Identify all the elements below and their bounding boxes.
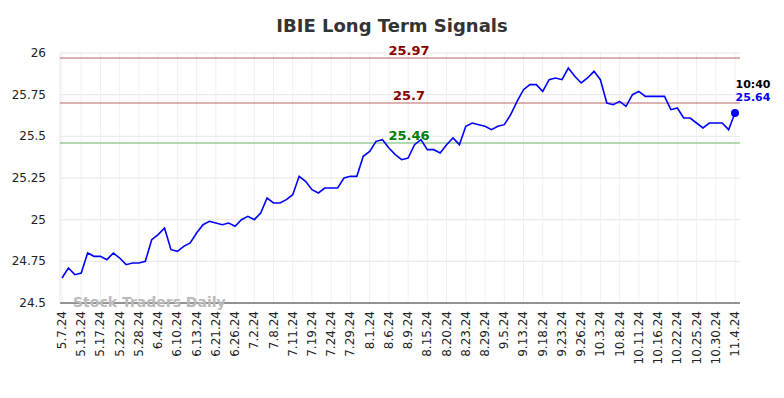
grid-line	[81, 51, 82, 303]
x-tick-label: 6.26.24	[228, 311, 242, 357]
grid-line	[292, 51, 293, 303]
grid-line	[388, 51, 389, 303]
x-tick-label: 7.8.24	[267, 311, 281, 349]
grid-line	[138, 51, 139, 303]
grid-line	[273, 51, 274, 303]
grid-line	[235, 51, 236, 303]
y-tick-label: 24.75	[12, 254, 46, 268]
x-tick-label: 6.4.24	[151, 311, 165, 349]
x-tick-label: 8.6.24	[382, 311, 396, 349]
grid-line	[60, 178, 740, 179]
grid-line	[158, 51, 159, 303]
reference-label: 25.97	[388, 43, 429, 58]
x-tick-label: 6.13.24	[190, 311, 204, 357]
x-tick-label: 9.23.24	[555, 311, 569, 357]
grid-line	[581, 51, 582, 303]
x-tick-label: 5.7.24	[55, 311, 69, 349]
x-tick-label: 10.22.24	[670, 311, 684, 364]
last-value: 25.64	[736, 91, 771, 104]
last-point	[731, 109, 739, 117]
chart: IBIE Long Term Signals 24.5 24.75 25 25.25 25…	[0, 0, 784, 398]
x-tick-label: 9.5.24	[497, 311, 511, 349]
x-tick-label: 9.13.24	[516, 311, 530, 357]
x-tick-label: 7.11.24	[286, 311, 300, 357]
grid-line	[369, 51, 370, 303]
grid-line	[485, 51, 486, 303]
y-tick-label: 24.5	[19, 296, 46, 310]
x-tick-label: 9.18.24	[536, 311, 550, 357]
grid-line	[446, 51, 447, 303]
x-tick-label: 10.25.24	[690, 311, 704, 364]
x-tick-label: 8.29.24	[478, 311, 492, 357]
x-tick-label: 7.2.24	[247, 311, 261, 349]
grid-line	[542, 51, 543, 303]
y-tick-label: 25.75	[12, 88, 46, 102]
x-tick-label: 7.29.24	[343, 311, 357, 357]
grid-line	[619, 51, 620, 303]
x-tick-label: 10.8.24	[613, 311, 627, 357]
grid-line	[600, 51, 601, 303]
grid-line	[331, 51, 332, 303]
x-tick-label: 6.10.24	[170, 311, 184, 357]
x-tick-label: 5.13.24	[74, 311, 88, 357]
x-tick-label: 7.19.24	[305, 311, 319, 357]
x-tick-label: 8.15.24	[420, 311, 434, 357]
x-tick-label: 5.17.24	[93, 311, 107, 357]
grid-line	[177, 51, 178, 303]
x-tick-label: 5.28.24	[132, 311, 146, 357]
x-tick-label: 10.30.24	[709, 311, 723, 364]
background	[0, 0, 784, 398]
grid-line	[677, 51, 678, 303]
grid-line	[427, 51, 428, 303]
plot-area	[60, 58, 740, 278]
x-tick-label: 8.23.24	[459, 311, 473, 357]
x-tick-label: 10.11.24	[632, 311, 646, 364]
x-tick-label: 6.21.24	[209, 311, 223, 357]
x-tick-label: 7.24.24	[324, 311, 338, 357]
y-tick-label: 25	[31, 213, 46, 227]
grid-line	[196, 51, 197, 303]
x-tick-label: 10.3.24	[593, 311, 607, 357]
grid-line	[215, 51, 216, 303]
price-line	[62, 68, 735, 278]
x-tick-label: 8.9.24	[401, 311, 415, 349]
grid-line	[62, 51, 63, 303]
x-tick-label: 8.20.24	[440, 311, 454, 357]
grid-line	[254, 51, 255, 303]
watermark: Stock Traders Daily	[73, 294, 226, 310]
time-label: 10:40	[735, 78, 770, 91]
x-tick-label: 9.26.24	[574, 311, 588, 357]
x-tick-label: 10.16.24	[651, 311, 665, 364]
x-tick-label: 11.4.24	[728, 311, 742, 357]
y-tick-label: 26	[31, 46, 46, 60]
x-tick-label: 5.22.24	[113, 311, 127, 357]
grid-line	[715, 51, 716, 303]
grid-line	[658, 51, 659, 303]
grid-line	[60, 261, 740, 262]
x-tick-label: 8.1.24	[363, 311, 377, 349]
grid-line	[465, 51, 466, 303]
grid-line	[696, 51, 697, 303]
y-tick-label: 25.5	[19, 129, 46, 143]
grid-line	[561, 51, 562, 303]
y-tick-label: 25.25	[12, 171, 46, 185]
y-axis	[60, 53, 61, 303]
grid-line	[638, 51, 639, 303]
grid-line	[100, 51, 101, 303]
reference-label: 25.46	[388, 128, 429, 143]
grid-line	[504, 51, 505, 303]
title: IBIE Long Term Signals	[276, 15, 507, 36]
reference-label: 25.7	[393, 88, 425, 103]
grid-line	[119, 51, 120, 303]
grid-line	[60, 219, 740, 220]
grid-line	[311, 51, 312, 303]
